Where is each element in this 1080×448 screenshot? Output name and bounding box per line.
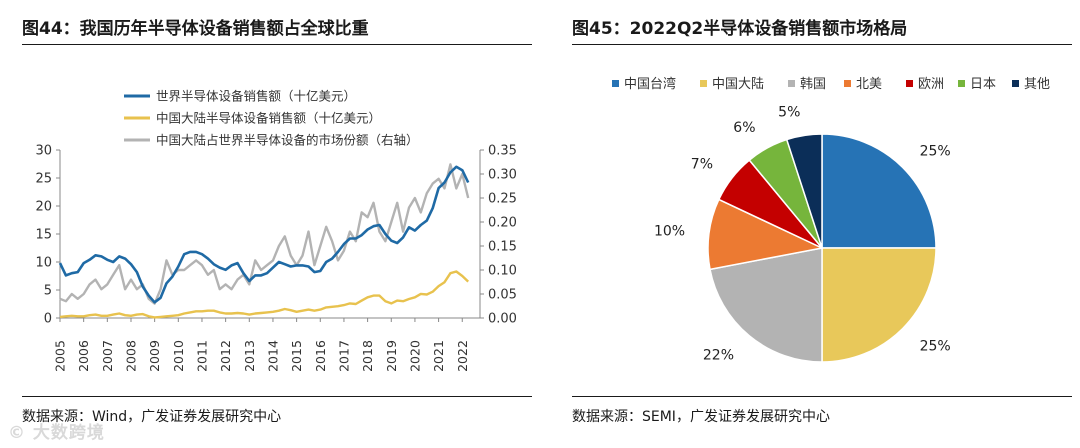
legend-swatch-1 [700, 80, 707, 87]
legend-label-5: 日本 [970, 77, 996, 92]
pie-slice-2 [709, 247, 823, 363]
x-tick-label: 2022 [455, 340, 470, 372]
legend-swatch-6 [1012, 80, 1019, 87]
legend-label-0: 世界半导体设备销售额（十亿美元） [156, 89, 356, 104]
x-tick-label: 2006 [76, 340, 91, 372]
line-chart: 世界半导体设备销售额（十亿美元） 中国大陆半导体设备销售额（十亿美元） 中国大陆占世… [35, 89, 517, 372]
legend-label-6: 其他 [1024, 77, 1050, 92]
right-y-tick-label: 0.00 [488, 312, 517, 327]
legend-swatch-4 [906, 80, 913, 87]
legend-label-4: 欧洲 [918, 77, 944, 92]
legend-label-1: 中国大陆 [712, 76, 764, 92]
x-tick-label: 2014 [265, 340, 280, 372]
right-figure-title: 图45：2022Q2半导体设备销售额市场格局 [572, 19, 908, 39]
x-tick-label: 2021 [431, 340, 446, 372]
pie-chart: 中国台湾 中国大陆 韩国 北美 欧洲 日本 其他 25% 25% 22% 10% 7% 6% 5% [612, 76, 1050, 363]
legend-swatch-2 [788, 80, 795, 87]
x-tick-label: 2020 [407, 340, 422, 372]
x-tick-label: 2012 [218, 340, 233, 372]
right-y-tick-label: 0.20 [488, 216, 517, 231]
right-source: 数据来源：SEMI，广发证券发展研究中心 [572, 409, 830, 425]
x-tick-label: 2008 [123, 340, 138, 372]
pie-label-0: 25% [920, 143, 951, 159]
x-tick-label: 2016 [313, 340, 328, 372]
x-tick-label: 2009 [147, 340, 162, 372]
pie-label-5: 6% [733, 120, 755, 136]
right-y-tick-label: 0.25 [488, 192, 517, 207]
right-y-tick-label: 0.10 [488, 264, 517, 279]
pie-slice-3 [707, 198, 825, 271]
series-line-2 [59, 163, 470, 305]
pie-label-2: 22% [703, 347, 734, 363]
legend-label-1: 中国大陆半导体设备销售额（十亿美元） [156, 111, 381, 126]
series-line-1 [59, 270, 470, 319]
legend-label-0: 中国台湾 [624, 76, 676, 92]
x-tick-label: 2019 [384, 340, 399, 372]
left-source-rule [22, 396, 532, 397]
left-figure-title: 图44：我国历年半导体设备销售额占全球比重 [22, 19, 369, 39]
right-y-tick-label: 0.35 [488, 144, 517, 159]
pie-label-6: 5% [778, 105, 800, 121]
watermark: © 大数跨境 [8, 423, 105, 443]
x-tick-label: 2018 [360, 340, 375, 372]
left-y-tick-label: 25 [35, 172, 52, 187]
right-panel: 图45：2022Q2半导体设备销售额市场格局 中国台湾 中国大陆 韩国 北美 欧洲 日本 其… [560, 0, 1080, 448]
left-y-tick-label: 10 [35, 256, 52, 271]
pie-label-4: 7% [691, 156, 713, 172]
legend-swatch-5 [958, 80, 965, 87]
right-y-tick-label: 0.15 [488, 240, 517, 255]
right-source-rule [572, 396, 1072, 397]
legend-label-3: 北美 [856, 77, 882, 92]
legend-swatch-0 [612, 80, 619, 87]
left-panel: 图44：我国历年半导体设备销售额占全球比重 世界半导体设备销售额（十亿美元） 中国… [22, 19, 532, 425]
legend-label-2: 韩国 [800, 77, 826, 92]
pie-label-3: 10% [654, 224, 685, 240]
x-tick-label: 2011 [194, 340, 209, 372]
left-y-tick-label: 0 [44, 312, 52, 327]
x-tick-label: 2007 [100, 340, 115, 372]
x-tick-label: 2015 [289, 340, 304, 372]
series-line-0 [58, 165, 470, 304]
x-tick-label: 2010 [171, 340, 186, 372]
legend-label-2: 中国大陆占世界半导体设备的市场份额（右轴） [156, 133, 419, 148]
left-source: 数据来源：Wind，广发证券发展研究中心 [22, 409, 282, 425]
x-tick-label: 2013 [242, 340, 257, 372]
pie-slice-1 [821, 247, 937, 363]
right-y-tick-label: 0.05 [488, 288, 517, 303]
pie-slice-6 [785, 133, 823, 249]
pie-slice-0 [821, 133, 937, 249]
x-tick-label: 2017 [336, 340, 351, 372]
legend-swatch-3 [844, 80, 851, 87]
pie-label-1: 25% [920, 339, 951, 355]
left-y-tick-label: 30 [35, 144, 52, 159]
x-tick-label: 2005 [53, 340, 68, 372]
left-y-tick-label: 15 [35, 228, 52, 243]
right-title-rule [572, 44, 1072, 45]
left-y-tick-label: 20 [35, 200, 52, 215]
left-y-tick-label: 5 [44, 284, 52, 299]
left-title-rule [22, 44, 532, 45]
right-y-tick-label: 0.30 [488, 168, 517, 183]
